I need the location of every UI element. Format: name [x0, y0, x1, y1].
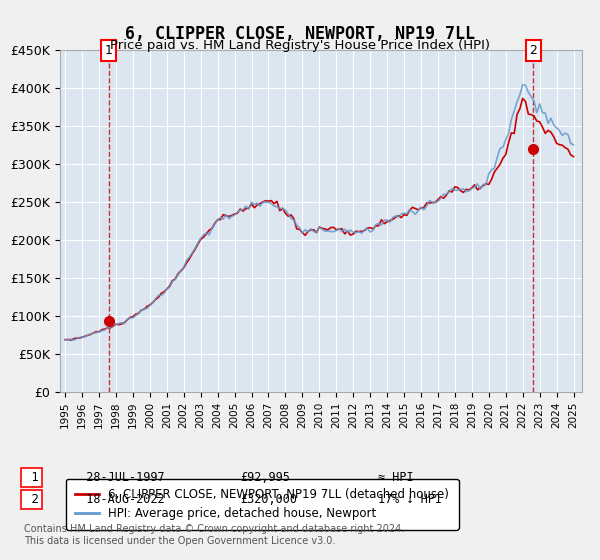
Text: 18-AUG-2022: 18-AUG-2022 [72, 493, 164, 506]
Text: 28-JUL-1997: 28-JUL-1997 [72, 470, 164, 484]
Text: 2: 2 [529, 44, 537, 57]
Text: 1: 1 [105, 44, 113, 57]
Text: 6, CLIPPER CLOSE, NEWPORT, NP19 7LL: 6, CLIPPER CLOSE, NEWPORT, NP19 7LL [125, 25, 475, 43]
Legend: 6, CLIPPER CLOSE, NEWPORT, NP19 7LL (detached house), HPI: Average price, detach: 6, CLIPPER CLOSE, NEWPORT, NP19 7LL (det… [66, 479, 459, 530]
Text: 1: 1 [24, 470, 39, 484]
Text: £92,995: £92,995 [240, 470, 290, 484]
Text: Price paid vs. HM Land Registry's House Price Index (HPI): Price paid vs. HM Land Registry's House … [110, 39, 490, 52]
Text: 17% ↓ HPI: 17% ↓ HPI [378, 493, 442, 506]
Text: ≈ HPI: ≈ HPI [378, 470, 413, 484]
Text: 2: 2 [24, 493, 39, 506]
Text: Contains HM Land Registry data © Crown copyright and database right 2024.
This d: Contains HM Land Registry data © Crown c… [24, 524, 404, 546]
Text: £320,000: £320,000 [240, 493, 297, 506]
